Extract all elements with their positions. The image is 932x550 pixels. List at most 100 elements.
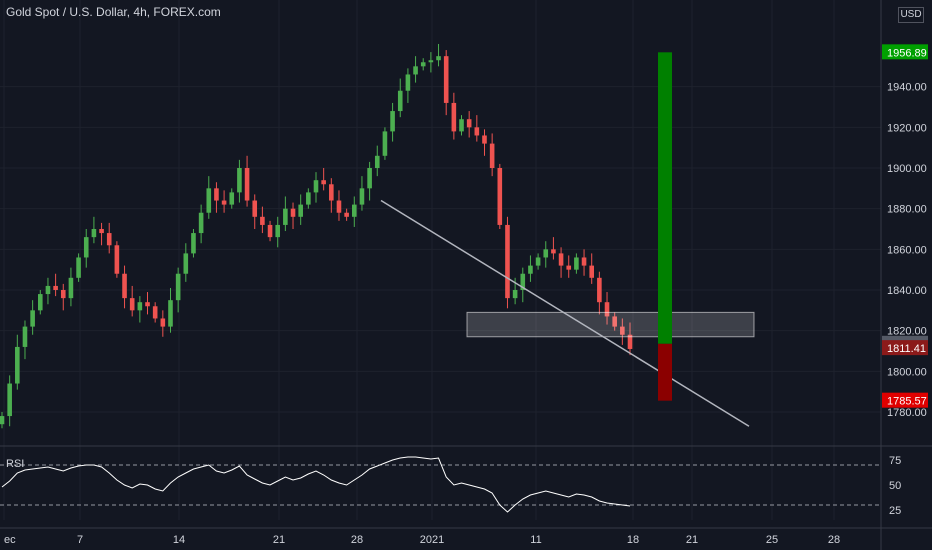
price-tick-label: 1820.00	[887, 326, 927, 338]
candle-body	[298, 204, 303, 217]
candle-body	[183, 253, 189, 274]
x-tick-label: 7	[77, 534, 83, 546]
candle-body	[359, 188, 365, 205]
candle-body	[206, 188, 212, 213]
rsi-tick-label: 25	[889, 505, 901, 517]
x-tick-label: 21	[686, 534, 698, 546]
candle-body	[68, 277, 74, 299]
candle-body	[168, 300, 173, 327]
candle-body	[260, 216, 265, 225]
x-tick-label: ec	[4, 534, 16, 546]
candle-body	[76, 257, 81, 278]
candle-body	[221, 200, 227, 205]
candle-body	[60, 290, 66, 299]
candle-body	[374, 155, 380, 168]
x-tick-label: 18	[627, 534, 639, 546]
rsi-label: RSI	[6, 458, 25, 470]
candle-body	[612, 316, 617, 327]
candle-body	[191, 233, 196, 254]
candle-body	[237, 168, 242, 193]
candle-body	[198, 212, 204, 234]
x-tick-label: 28	[828, 534, 840, 546]
target-bar[interactable]	[658, 52, 672, 344]
candle-body	[244, 168, 250, 201]
candle-body	[329, 184, 334, 201]
candle-body	[512, 290, 518, 299]
candle-body	[574, 257, 579, 270]
candle-body	[91, 229, 97, 238]
candle-body	[551, 249, 556, 254]
candle-body	[99, 229, 104, 234]
candle-body	[106, 233, 112, 246]
candle-body	[83, 237, 89, 258]
candle-body	[543, 249, 549, 258]
candle-body	[405, 74, 411, 91]
x-tick-label: 14	[173, 534, 185, 546]
candle-body	[336, 200, 342, 213]
x-tick-label: 11	[530, 534, 541, 546]
price-label-box	[882, 392, 928, 408]
candle-body	[313, 180, 319, 193]
candle-body	[466, 119, 472, 128]
candle-body	[489, 143, 495, 168]
candle-body	[620, 326, 625, 335]
price-tick-label: 1900.00	[887, 163, 927, 175]
support-zone[interactable]	[466, 311, 755, 338]
candle-body	[122, 273, 127, 299]
x-tick-label: 2021	[420, 534, 444, 546]
candle-body	[175, 273, 181, 301]
candle-body	[413, 66, 418, 75]
candle-body	[459, 119, 464, 132]
candle-body	[528, 265, 533, 274]
price-tick-label: 1780.00	[887, 407, 927, 419]
price-tick-label: 1880.00	[887, 204, 927, 216]
candle-body	[428, 60, 434, 63]
candle-body	[0, 416, 5, 425]
price-label-text: 1956.89	[887, 47, 927, 59]
price-tick-label: 1920.00	[887, 122, 927, 134]
currency-label[interactable]: USD	[898, 7, 924, 23]
stop-bar[interactable]	[658, 343, 672, 401]
x-tick-label: 21	[273, 534, 285, 546]
price-label-text: 1785.57	[887, 396, 927, 408]
candle-body	[290, 208, 296, 217]
candle-body	[137, 302, 143, 311]
candle-body	[520, 273, 526, 290]
price-label-box	[882, 44, 928, 60]
candle-body	[267, 224, 273, 238]
candle-body	[566, 265, 572, 270]
candle-body	[451, 102, 457, 132]
candle-body	[252, 200, 258, 217]
candle-body	[505, 224, 510, 299]
candle-body	[474, 127, 480, 136]
candle-body	[160, 318, 166, 327]
price-label-text: 1811.41	[887, 343, 926, 355]
rsi-tick-label: 75	[889, 455, 901, 467]
candle-body	[229, 192, 235, 205]
price-tick-label: 1840.00	[887, 285, 927, 297]
x-tick-label: 28	[351, 534, 363, 546]
candle-body	[129, 298, 135, 311]
candle-body	[145, 302, 150, 307]
x-tick-label: 25	[766, 534, 778, 546]
candle-body	[497, 168, 503, 225]
candle-body	[581, 257, 587, 266]
candle-body	[45, 285, 51, 295]
price-tick-label: 1860.00	[887, 244, 927, 256]
candle-body	[443, 56, 449, 103]
candle-body	[30, 310, 35, 327]
trendline[interactable]	[380, 199, 750, 427]
candle-body	[22, 326, 28, 347]
candle-body	[397, 90, 403, 112]
candle-body	[604, 302, 610, 317]
candle-body	[53, 285, 58, 290]
candle-body	[420, 62, 426, 67]
candle-body	[7, 383, 12, 417]
candle-body	[589, 265, 595, 278]
candle-body	[390, 111, 395, 132]
price-tick-label: 1800.00	[887, 366, 927, 378]
candle-body	[321, 180, 326, 185]
